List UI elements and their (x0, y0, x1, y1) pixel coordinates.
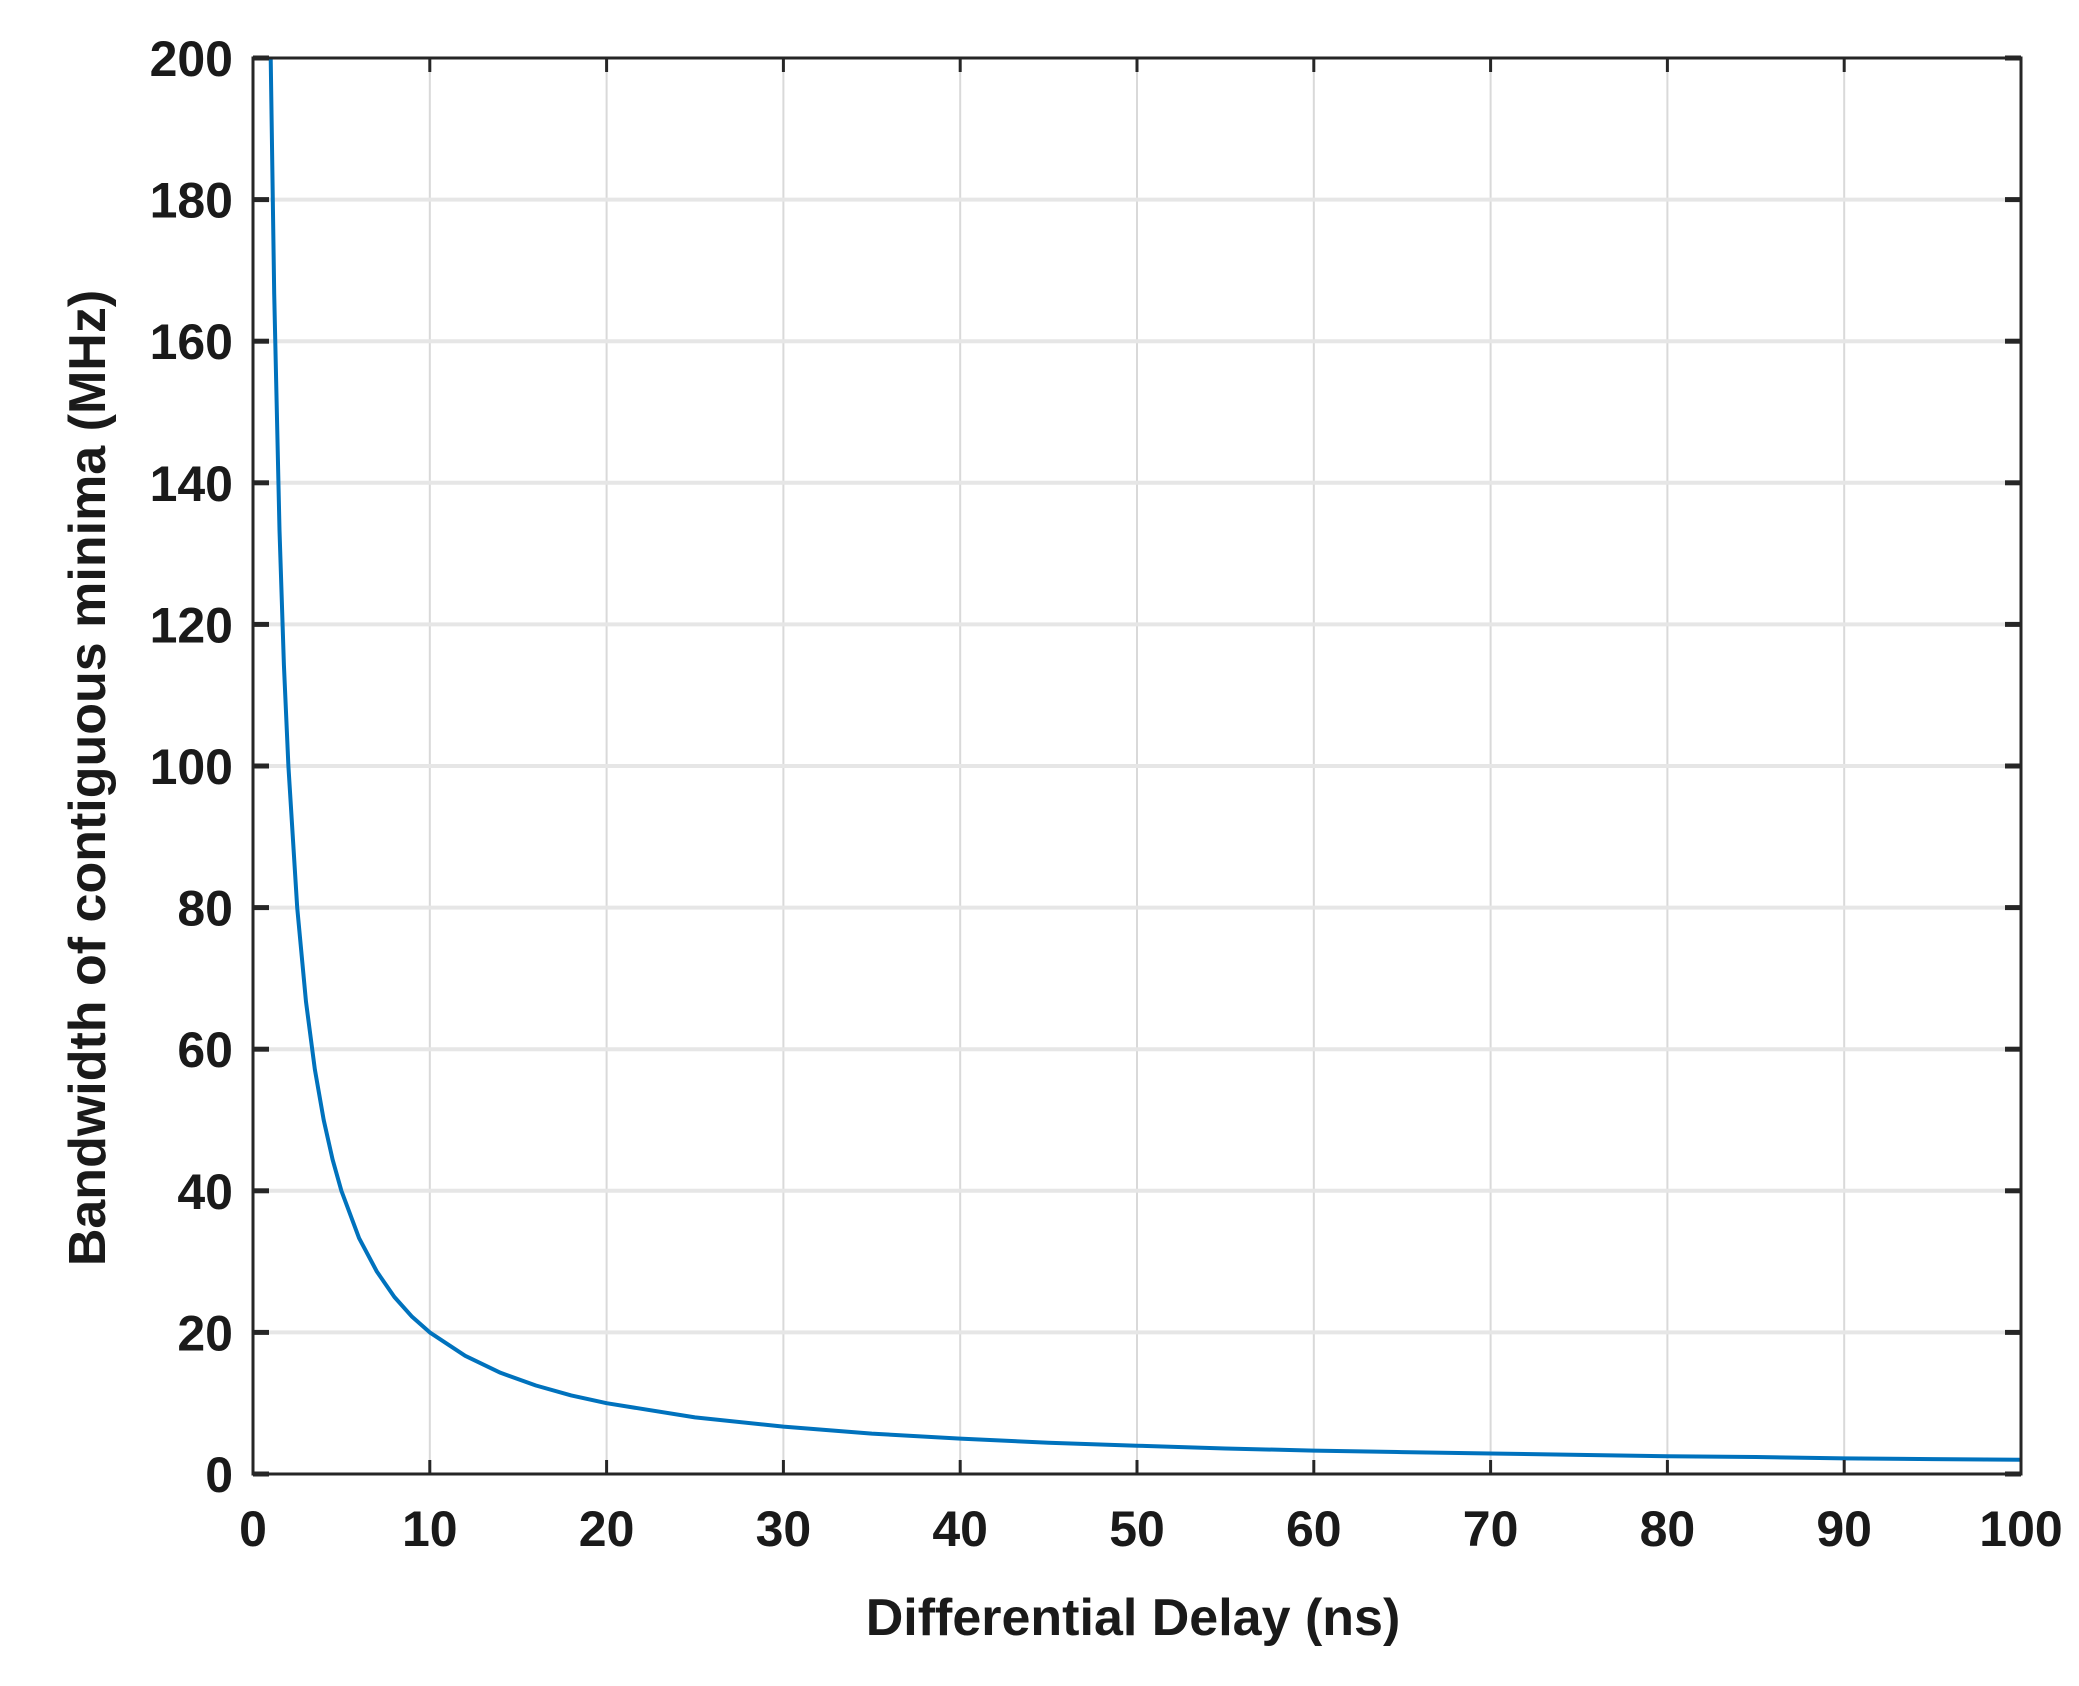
grid-layer (253, 58, 2021, 1474)
x-tick-label: 70 (1463, 1501, 1519, 1557)
y-tick-label: 100 (150, 739, 233, 795)
x-tick-label: 50 (1109, 1501, 1165, 1557)
y-tick-label: 160 (150, 314, 233, 370)
y-tick-label: 20 (177, 1305, 233, 1361)
x-tick-label: 20 (579, 1501, 635, 1557)
series-layer (268, 57, 2022, 1462)
y-tick-label: 80 (177, 881, 233, 937)
x-tick-label: 10 (402, 1501, 458, 1557)
y-tick-label: 200 (150, 31, 233, 87)
x-tick-label: 30 (756, 1501, 812, 1557)
y-tick-label: 140 (150, 456, 233, 512)
x-axis-title: Differential Delay (ns) (866, 1589, 1401, 1647)
x-tick-label: 80 (1640, 1501, 1696, 1557)
series-line (268, 57, 2022, 1462)
y-axis-title: Bandwidth of contiguous minima (MHz) (59, 290, 117, 1266)
y-tick-label: 120 (150, 597, 233, 653)
x-tick-label: 40 (932, 1501, 988, 1557)
y-tick-label: 0 (205, 1447, 233, 1503)
ticks-layer: 0 10 20 30 40 50 60 70 80 90 100 0 20 40 60 80 100 120 140… (150, 31, 2063, 1557)
y-tick-label: 40 (177, 1164, 233, 1220)
x-tick-label: 100 (1979, 1501, 2062, 1557)
x-tick-label: 60 (1286, 1501, 1342, 1557)
x-tick-label: 0 (239, 1501, 267, 1557)
y-tick-label: 60 (177, 1022, 233, 1078)
x-tick-label: 90 (1816, 1501, 1872, 1557)
y-tick-label: 180 (150, 173, 233, 229)
